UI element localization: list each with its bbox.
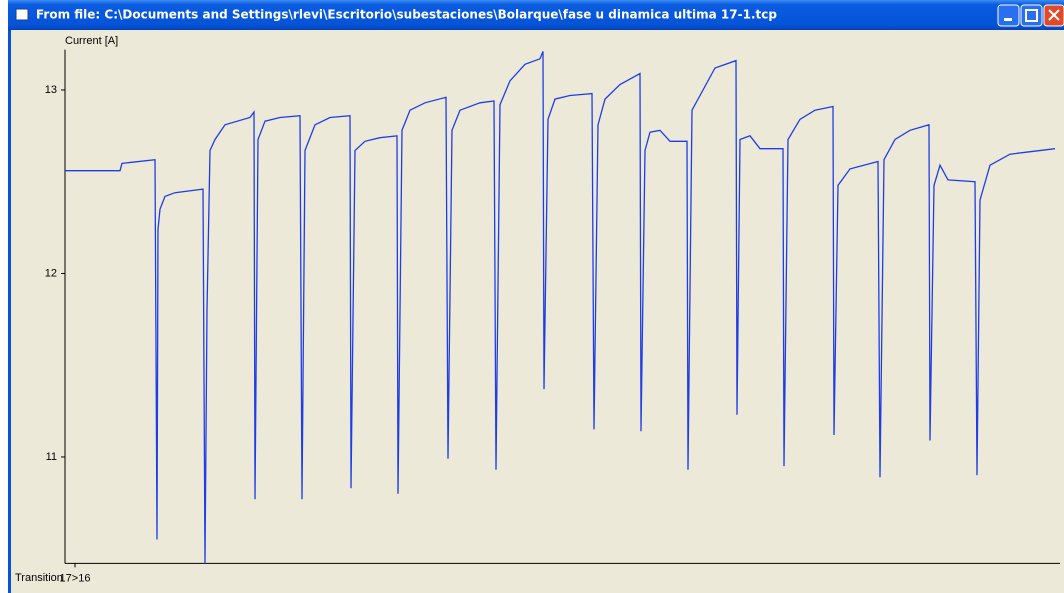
x-axis-label: Transition: [15, 572, 63, 584]
maximize-button[interactable]: [1020, 4, 1043, 27]
x-tick-label: 17>16: [60, 572, 91, 584]
current-line: [65, 51, 1056, 564]
minimize-icon: [1004, 18, 1012, 21]
plot: 11 12 13 17>16: [45, 49, 1060, 584]
client-area: [11, 30, 1064, 593]
y-axis-label: Current [A]: [65, 35, 118, 47]
background-window: [0, 0, 8, 593]
close-icon: [1048, 9, 1060, 21]
window-icon: [15, 8, 29, 21]
title-bar: [8, 0, 1064, 30]
window-title: From file: C:\Documents and Settings\rle…: [36, 8, 777, 22]
y-tick-label: 12: [45, 267, 57, 279]
maximize-icon: [1025, 9, 1038, 22]
y-tick-label: 13: [45, 84, 57, 96]
y-tick-label: 11: [46, 451, 57, 463]
minimize-button[interactable]: [997, 4, 1020, 27]
